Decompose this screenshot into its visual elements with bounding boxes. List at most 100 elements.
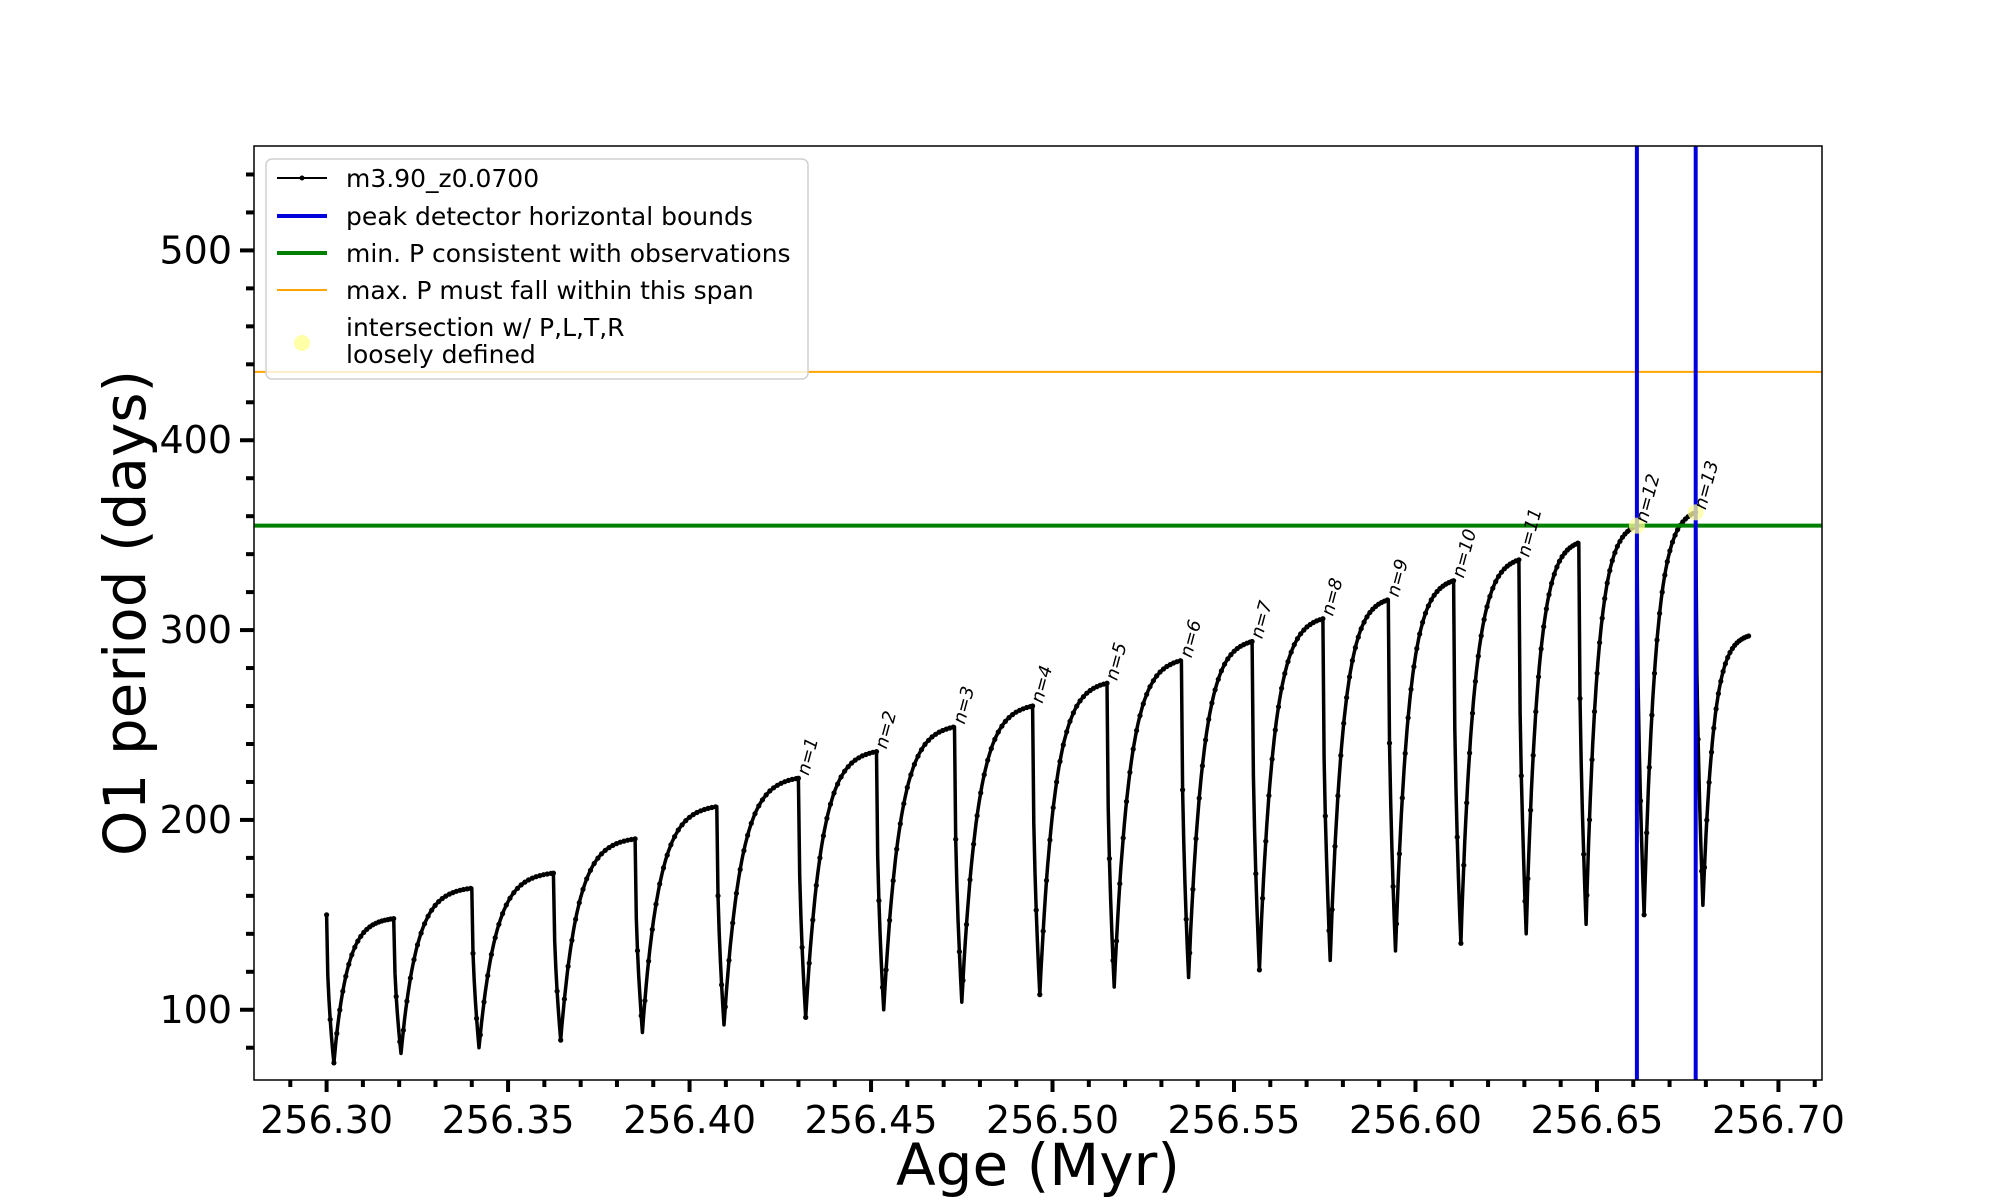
series-point [352,944,358,950]
series-point [1654,637,1660,643]
series-point [1367,609,1373,616]
series-point [820,833,827,839]
series-point [1060,742,1066,748]
peak-label: n=5 [1102,640,1132,682]
series-point [1134,727,1140,734]
peak-label: n=4 [1027,663,1057,705]
series-point [1123,798,1130,805]
series-point [722,1004,728,1010]
series-point [1484,604,1490,610]
series-point [838,774,844,780]
peak-label: n=10 [1448,527,1481,580]
y-tick-label: 400 [159,418,232,462]
series-point [675,827,681,833]
series-point [1140,701,1146,707]
series-point [1543,606,1549,612]
series-point [507,895,513,901]
series-point [1584,892,1590,898]
series-point [1417,631,1423,637]
series-point [561,996,568,1002]
series-point [1481,617,1487,623]
series-point [894,846,900,852]
x-tick-label: 256.50 [986,1098,1119,1142]
series-point [397,1039,403,1045]
series-point [712,804,719,810]
x-tick-label: 256.65 [1530,1098,1663,1142]
legend-swatch-intersection [294,335,310,351]
series-point [1006,715,1012,721]
series-point [1266,793,1272,799]
peak-label: n=9 [1383,557,1413,599]
series-point [1384,597,1390,603]
series-point [827,801,834,807]
x-tick-label: 256.60 [1349,1098,1482,1142]
series-point [1218,668,1224,674]
x-tick-label: 256.70 [1712,1098,1845,1142]
series-point [873,749,880,755]
series-point [926,737,932,743]
series-point [1209,700,1215,706]
y-tick-label: 300 [159,608,232,652]
series-point [1594,670,1600,676]
series-point [1518,773,1524,779]
series-point [485,973,491,979]
series-point [763,792,769,798]
series-point [496,921,502,927]
peak-label: n=6 [1176,618,1206,660]
series-point [595,855,601,861]
series-point [1604,580,1610,586]
legend: m3.90_z0.0700 peak detector horizontal b… [265,158,809,380]
series-point [664,852,670,858]
series-point [730,920,736,926]
series-point [1577,695,1583,702]
legend-box [265,158,809,380]
series-point [1288,649,1294,655]
series-point [391,916,397,922]
series-point [565,963,571,970]
series-point [1054,779,1060,785]
series-point [660,865,667,871]
series-point [1104,680,1110,686]
series-point [1669,539,1676,545]
series-point [337,1007,343,1013]
series-point [1279,685,1285,691]
series-point [1612,550,1618,556]
peak-label: n=8 [1317,576,1347,618]
x-tick-label: 256.35 [442,1098,575,1142]
series-point [1154,673,1160,679]
series-point [470,950,476,957]
series-point [1002,718,1009,725]
series-point [1253,871,1259,877]
series-point [963,921,970,928]
series-point [1431,592,1437,598]
series-point [813,882,819,889]
series-point [1187,950,1193,956]
series-point [1586,817,1593,823]
series-point [1467,750,1473,756]
series-point [978,790,984,796]
series-point [1522,898,1528,904]
series-point [1496,573,1502,579]
series-point [1147,684,1153,690]
series-point [393,993,399,1000]
series-point [1428,597,1434,603]
series-point [580,886,586,893]
series-point [922,741,928,748]
series-point [876,898,882,904]
series-point [1228,652,1234,658]
series-point [1528,807,1534,813]
series-point [1535,674,1542,680]
series-point [1260,895,1266,901]
series-point [992,736,998,743]
series-point [1538,646,1544,652]
series-point [425,913,431,919]
series-point [1190,886,1196,893]
series-point [1659,589,1665,595]
series-point [879,984,886,990]
series-point [514,885,521,892]
series-point [358,933,364,939]
series-point [1180,787,1186,793]
series-point [1556,558,1563,564]
series-point [1405,715,1411,721]
series-point [733,890,740,896]
